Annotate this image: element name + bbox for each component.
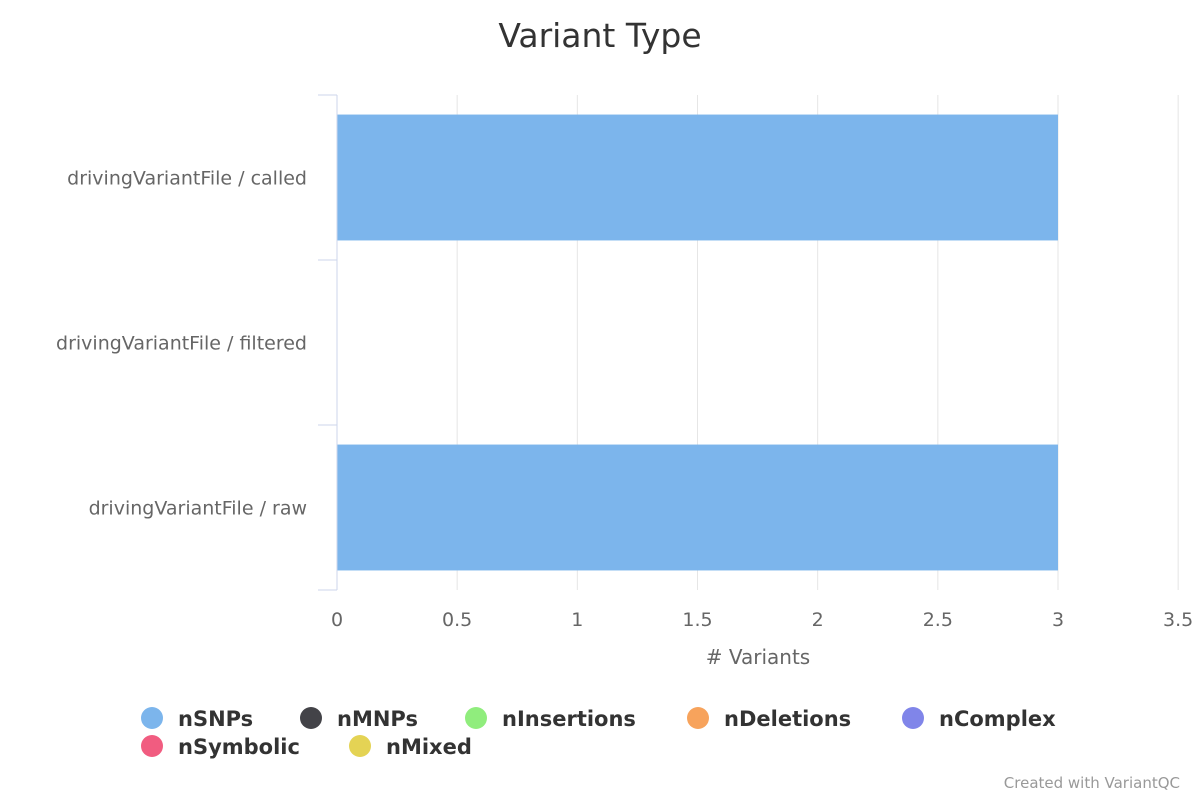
legend-label: nSNPs [178, 707, 253, 731]
legend-marker [349, 735, 371, 757]
bar-nSNPs[interactable] [337, 114, 1058, 241]
legend-label: nMNPs [337, 707, 418, 731]
legend-item-nMixed[interactable]: nMixed [349, 735, 472, 759]
y-tick-label: drivingVariantFile / called [67, 168, 307, 190]
bar-nSNPs[interactable] [337, 444, 1058, 571]
chart-title: Variant Type [498, 16, 701, 55]
legend-marker [902, 707, 924, 729]
x-axis-title: # Variants [706, 645, 810, 669]
axes: 0 0.5 1 1.5 2 2.5 3 3.5 drivingVariantFile / cal… [56, 94, 1193, 631]
legend-label: nInsertions [502, 707, 636, 731]
legend-label: nSymbolic [178, 735, 300, 759]
legend-item-nDeletions[interactable]: nDeletions [687, 707, 851, 731]
y-tick-label: drivingVariantFile / filtered [56, 333, 307, 355]
legend-item-nMNPs[interactable]: nMNPs [300, 707, 418, 731]
legend-marker [141, 735, 163, 757]
legend-item-nComplex[interactable]: nComplex [902, 707, 1056, 731]
x-tick-label: 3.5 [1163, 609, 1193, 631]
legend-label: nMixed [386, 735, 472, 759]
legend-marker [465, 707, 487, 729]
legend-marker [141, 707, 163, 729]
x-tick-label: 0 [331, 609, 343, 631]
legend-item-nSNPs[interactable]: nSNPs [141, 707, 253, 731]
x-tick-label: 3 [1052, 609, 1064, 631]
legend-marker [687, 707, 709, 729]
credit-text[interactable]: Created with VariantQC [1003, 774, 1180, 792]
x-tick-label: 1 [571, 609, 583, 631]
legend: nSNPs nMNPs nInsertions nDeletions nComplex n… [141, 707, 1056, 759]
x-tick-label: 0.5 [442, 609, 472, 631]
bars [337, 114, 1058, 571]
legend-marker [300, 707, 322, 729]
legend-item-nSymbolic[interactable]: nSymbolic [141, 735, 300, 759]
x-tick-label: 2.5 [923, 609, 953, 631]
legend-label: nDeletions [724, 707, 851, 731]
x-tick-label: 1.5 [682, 609, 712, 631]
y-tick-label: drivingVariantFile / raw [89, 498, 307, 520]
legend-label: nComplex [939, 707, 1056, 731]
x-tick-label: 2 [812, 609, 824, 631]
legend-item-nInsertions[interactable]: nInsertions [465, 707, 636, 731]
